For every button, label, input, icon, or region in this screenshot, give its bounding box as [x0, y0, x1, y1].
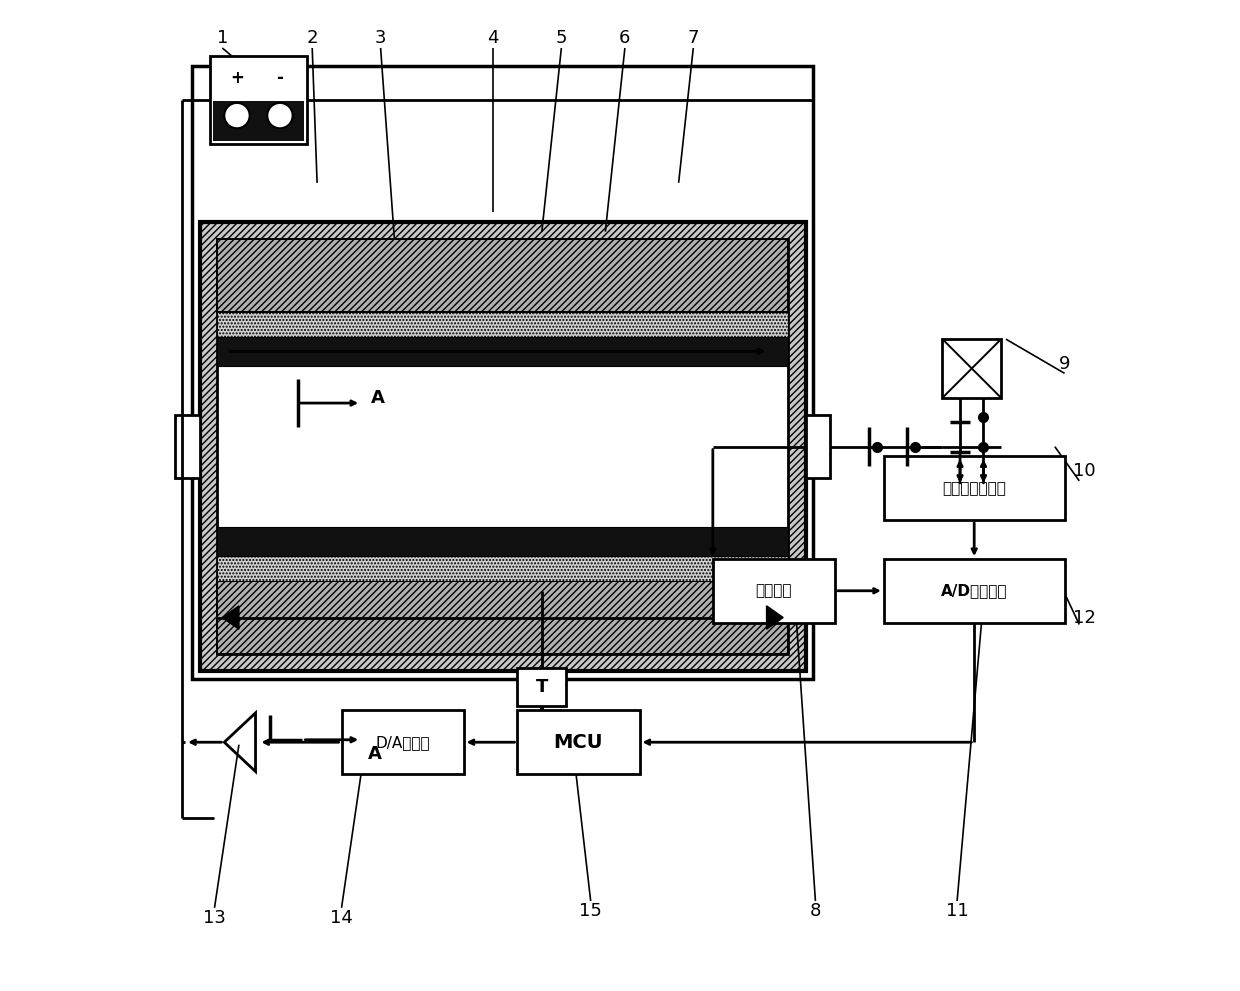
Bar [942, 339, 1001, 397]
Bar [884, 457, 1065, 520]
Polygon shape [766, 606, 784, 629]
Bar [217, 556, 789, 582]
Bar [517, 711, 640, 774]
Text: 2: 2 [306, 29, 317, 48]
Bar [806, 415, 830, 479]
Text: 9: 9 [1059, 355, 1070, 373]
Bar [217, 527, 789, 556]
Text: 3: 3 [374, 29, 387, 48]
Polygon shape [222, 606, 239, 629]
Bar [713, 559, 835, 622]
Circle shape [224, 103, 249, 128]
Text: 测温电路: 测温电路 [755, 584, 792, 599]
Text: 6: 6 [619, 29, 631, 48]
Text: D/A转换器: D/A转换器 [376, 734, 430, 750]
Text: +: + [231, 68, 244, 87]
Bar [217, 240, 789, 312]
Text: 12: 12 [1073, 608, 1096, 626]
Circle shape [268, 103, 293, 128]
Bar [200, 222, 806, 671]
Text: 11: 11 [946, 902, 968, 920]
Bar [217, 582, 789, 654]
Bar [210, 55, 308, 144]
Bar [217, 240, 789, 654]
Text: 5: 5 [556, 29, 567, 48]
Bar [217, 337, 789, 366]
Text: MCU: MCU [554, 732, 603, 752]
Bar [341, 711, 464, 774]
Text: 14: 14 [330, 909, 353, 927]
Bar [517, 669, 567, 706]
Text: T: T [536, 678, 548, 696]
Bar [884, 559, 1065, 622]
Text: -: - [277, 68, 284, 87]
Text: 1: 1 [217, 29, 228, 48]
Text: 15: 15 [579, 902, 603, 920]
Text: 光功率转换电路: 光功率转换电路 [942, 481, 1006, 496]
Text: 10: 10 [1073, 462, 1095, 480]
Text: 7: 7 [687, 29, 699, 48]
Text: 4: 4 [487, 29, 498, 48]
Bar [212, 101, 304, 141]
Text: A: A [371, 389, 384, 407]
Bar [175, 415, 200, 479]
Bar [217, 312, 789, 337]
Text: 13: 13 [203, 909, 226, 927]
Text: A: A [368, 745, 382, 763]
Text: A/D转换电路: A/D转换电路 [941, 584, 1007, 599]
Bar [192, 65, 813, 679]
Text: 8: 8 [810, 902, 821, 920]
